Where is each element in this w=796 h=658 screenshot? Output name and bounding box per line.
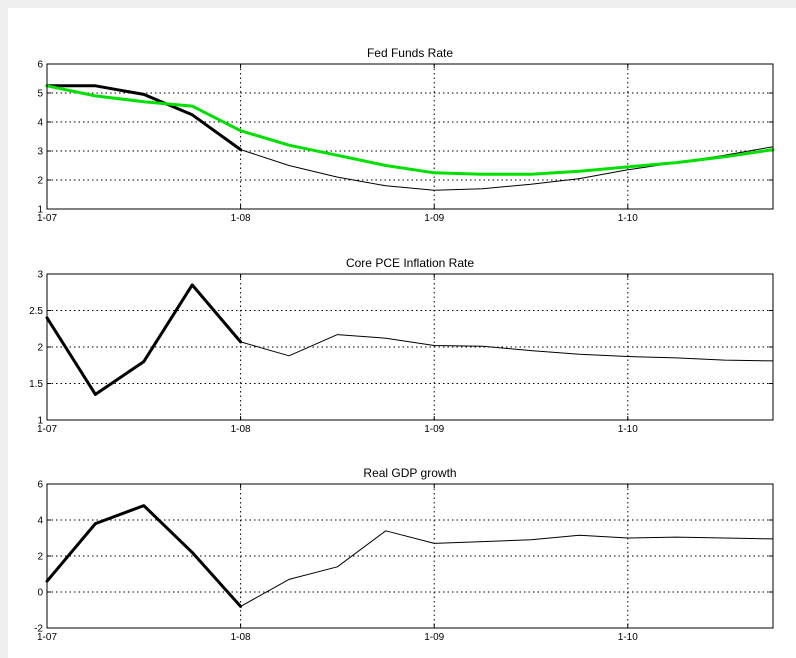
x-tick-label: 1-09 (424, 213, 444, 224)
y-tick-label: 0 (37, 588, 43, 599)
chart-title: Fed Funds Rate (367, 46, 453, 60)
x-tick-label: 1-07 (37, 632, 57, 643)
y-tick-label: 2.5 (29, 306, 43, 317)
chart-title: Real GDP growth (363, 466, 456, 480)
x-tick-label: 1-08 (231, 213, 251, 224)
y-tick-label: -2 (34, 624, 43, 635)
y-tick-label: 4 (37, 516, 43, 527)
chart-panel-2: Core PCE Inflation Rate 1-07 1-08 1-09 1-10 1… (29, 256, 774, 435)
series-line-3 (45, 84, 775, 176)
y-tick-label: 1 (37, 205, 43, 216)
y-tick-label: 6 (37, 480, 43, 491)
y-tick-label: 3 (37, 270, 43, 281)
y-tick-label: 5 (37, 89, 43, 100)
x-tick-label: 1-10 (618, 632, 638, 643)
x-tick-label: 1-09 (424, 424, 444, 435)
y-tick-label: 6 (37, 60, 43, 71)
x-tick-label: 1-09 (424, 632, 444, 643)
x-tick-label: 1-10 (618, 213, 638, 224)
series-line-2 (45, 504, 243, 608)
x-tick-label: 1-08 (231, 632, 251, 643)
y-tick-label: 2 (37, 343, 43, 354)
y-tick-label: 1 (37, 416, 43, 427)
plot-frame (46, 483, 774, 629)
series-line-2 (45, 84, 243, 152)
y-tick-label: 2 (37, 552, 43, 563)
y-tick-label: 2 (37, 176, 43, 187)
chart-title: Core PCE Inflation Rate (346, 256, 474, 270)
y-tick-label: 1.5 (29, 379, 43, 390)
chart-panel-1: Fed Funds Rate 1-07 1-08 1-09 1-10 1 2 3 4 5 6 (37, 46, 775, 224)
y-tick-label: 4 (37, 118, 43, 129)
fed-forecast-charts: Fed Funds Rate 1-07 1-08 1-09 1-10 1 2 3 4 5 6 Core… (29, 46, 775, 643)
plot-frame (46, 63, 774, 210)
figure: Fed Funds Rate 1-07 1-08 1-09 1-10 1 2 3 4 5 6 Core… (8, 8, 796, 658)
plot-frame (46, 273, 774, 421)
y-tick-label: 3 (37, 147, 43, 158)
x-tick-label: 1-10 (618, 424, 638, 435)
x-tick-label: 1-07 (37, 213, 57, 224)
series-line-2 (45, 283, 243, 396)
x-tick-label: 1-07 (37, 424, 57, 435)
x-tick-label: 1-08 (231, 424, 251, 435)
chart-panel-3: Real GDP growth 1-07 1-08 1-09 1-10 -2 0 2 4 6 (34, 466, 774, 643)
